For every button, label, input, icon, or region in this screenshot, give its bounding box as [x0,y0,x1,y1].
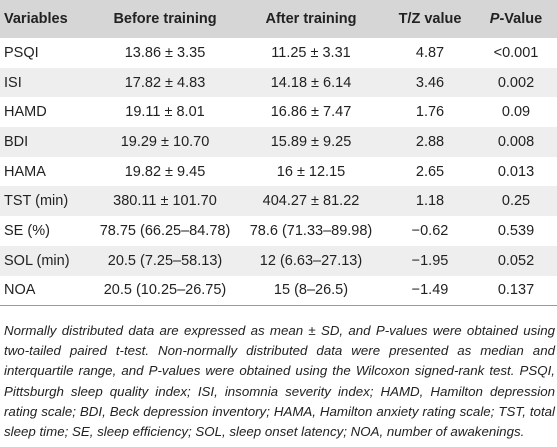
table-row: ISI 17.82 ± 4.83 14.18 ± 6.14 3.46 0.002 [0,67,557,98]
table-bottom-rule [0,305,557,307]
header-before-training: Before training [113,11,217,27]
table-row: PSQI 13.86 ± 3.35 11.25 ± 3.31 4.87 <0.0… [0,38,557,68]
cell-before: 13.86 ± 3.35 [124,44,206,61]
cell-after: 11.25 ± 3.31 [271,44,351,61]
header-p-italic: P [489,11,500,27]
cell-before: 20.5 (10.25–26.75) [103,282,227,299]
cell-before: 380.11 ± 101.70 [113,193,217,210]
cell-variable: ISI [4,74,22,91]
cell-after: 16 ± 12.15 [276,163,346,180]
cell-tz: −0.62 [411,222,449,239]
cell-variable: BDI [4,133,29,150]
cell-before: 19.11 ± 8.01 [125,104,205,121]
table-row: BDI 19.29 ± 10.70 15.89 ± 9.25 2.88 0.00… [0,127,557,157]
cell-after: 12 (6.63–27.13) [259,252,363,269]
cell-after: 404.27 ± 81.22 [262,193,360,210]
header-tz-value: T/Z value [398,11,462,27]
cell-variable: NOA [4,282,36,299]
table-body: PSQI 13.86 ± 3.35 11.25 ± 3.31 4.87 <0.0… [0,38,557,306]
cell-before: 19.29 ± 10.70 [120,133,210,150]
cell-variable: HAMD [4,104,47,121]
cell-variable: HAMA [4,163,46,180]
cell-p: 0.539 [497,222,535,239]
header-row: Variables Before training After training… [0,0,557,38]
cell-after: 16.86 ± 7.47 [270,104,352,121]
results-table-container: Variables Before training After training… [0,0,557,307]
cell-variable: SOL (min) [4,252,70,269]
cell-before: 20.5 (7.25–58.13) [107,252,223,269]
table-row: SOL (min) 20.5 (7.25–58.13) 12 (6.63–27.… [0,245,557,276]
table-row: HAMD 19.11 ± 8.01 16.86 ± 7.47 1.76 0.09 [0,97,557,128]
table-row: SE (%) 78.75 (66.25–84.78) 78.6 (71.33–8… [0,216,557,246]
header-p-value: P-Value [475,0,557,38]
table-row: NOA 20.5 (10.25–26.75) 15 (8–26.5) −1.49… [0,275,557,306]
cell-p: 0.013 [497,163,535,180]
cell-tz: 2.88 [415,133,445,150]
cell-before: 17.82 ± 4.83 [124,74,206,91]
cell-tz: −1.95 [411,252,449,269]
header-p-suffix: -Value [499,11,543,27]
cell-tz: 2.65 [415,163,445,180]
table-footnote: Normally distributed data are expressed … [4,323,555,440]
table-header: Variables Before training After training… [0,0,557,38]
cell-after: 14.18 ± 6.14 [270,74,352,91]
cell-p: 0.09 [501,104,531,121]
table-row: HAMA 19.82 ± 9.45 16 ± 12.15 2.65 0.013 [0,156,557,187]
cell-p: 0.002 [497,74,535,91]
cell-before: 19.82 ± 9.45 [124,163,206,180]
cell-variable: TST (min) [4,193,69,210]
cell-p: 0.008 [497,133,535,150]
header-after-training: After training [265,11,357,27]
cell-tz: 1.18 [415,193,445,210]
cell-tz: 1.76 [415,104,445,121]
cell-after: 15 (8–26.5) [273,282,349,299]
results-table: Variables Before training After training… [0,0,557,306]
cell-tz: 3.46 [415,74,445,91]
cell-after: 78.6 (71.33–89.98) [249,222,373,239]
header-variables: Variables [4,11,68,27]
table-row: TST (min) 380.11 ± 101.70 404.27 ± 81.22… [0,186,557,217]
cell-tz: −1.49 [411,282,449,299]
cell-p: 0.137 [497,282,535,299]
cell-after: 15.89 ± 9.25 [270,133,352,150]
cell-p: <0.001 [493,44,539,61]
cell-tz: 4.87 [415,44,445,61]
cell-before: 78.75 (66.25–84.78) [99,222,231,239]
cell-p: 0.052 [497,252,535,269]
cell-variable: PSQI [4,44,39,61]
cell-p: 0.25 [501,193,531,210]
cell-variable: SE (%) [4,222,50,239]
